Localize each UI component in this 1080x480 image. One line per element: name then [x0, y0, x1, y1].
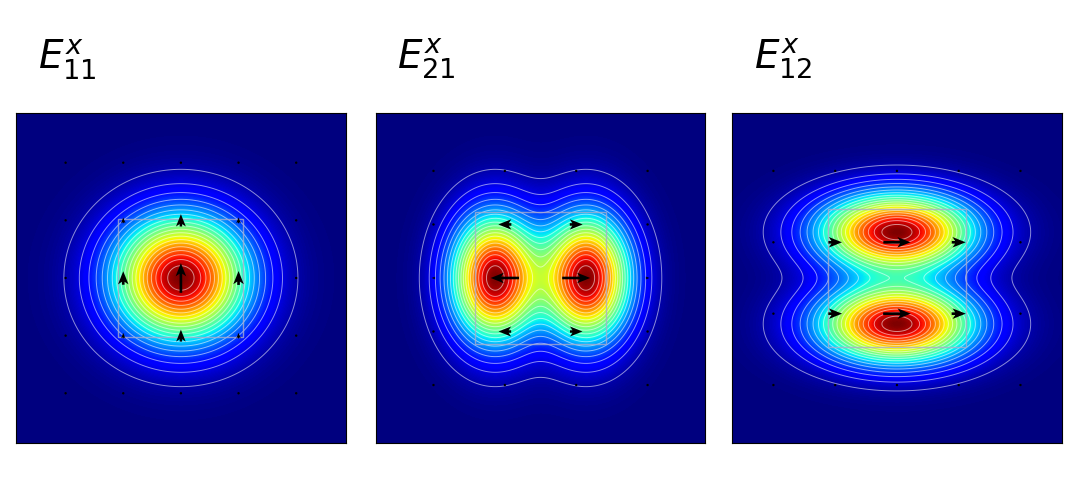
Bar — [119, 219, 243, 337]
Text: $E^x_{11}$: $E^x_{11}$ — [38, 37, 96, 82]
Bar — [827, 209, 967, 348]
Text: $E^x_{21}$: $E^x_{21}$ — [397, 36, 456, 82]
Text: $E^x_{12}$: $E^x_{12}$ — [754, 36, 812, 82]
Bar — [475, 213, 607, 344]
